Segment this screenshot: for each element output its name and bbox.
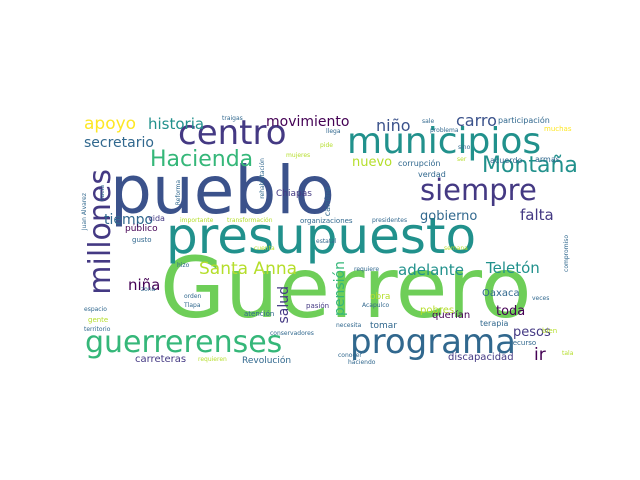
word-presidentes: presidentes <box>372 217 408 224</box>
word-compromiso: compromiso <box>563 235 570 272</box>
word-programa: programa <box>350 322 516 362</box>
word-bien: bien <box>542 327 558 335</box>
word-sale: sale <box>422 118 435 125</box>
word-hacia: hacia <box>99 185 106 202</box>
word-zona: zona <box>141 286 156 293</box>
word-revolucion: Revolución <box>242 356 292 366</box>
word-tomar: tomar <box>370 321 398 331</box>
word-estatal: estatal <box>316 238 337 245</box>
word-discapacidad: discapacidad <box>448 352 514 363</box>
word-pesos: pesos <box>513 325 551 340</box>
word-traigas: traigas <box>222 115 243 122</box>
word-gusto: gusto <box>132 236 152 244</box>
word-recurso: recurso <box>510 339 537 347</box>
word-adelante: adelante <box>398 261 464 279</box>
word-obra: obra <box>370 292 391 302</box>
word-chiapas: Chiapas <box>276 189 312 199</box>
word-carreteras: carreteras <box>135 354 187 365</box>
word-sino: sino <box>458 144 471 151</box>
word-conservadores: conservadores <box>270 330 314 337</box>
word-haciendo: haciendo <box>348 359 376 366</box>
word-pension: pensión <box>332 261 348 316</box>
word-pasion: pasión <box>306 302 330 310</box>
word-requiere: requiere <box>354 266 380 273</box>
word-cloud: Guerrero pueblo presupuesto municipios p… <box>80 113 580 370</box>
word-guerrero: Guerrero <box>160 239 532 337</box>
word-verdad: verdad <box>418 170 446 179</box>
word-toda: toda <box>496 304 526 319</box>
word-historia: historia <box>148 115 205 133</box>
word-rehabilitacion: rehabilitación <box>259 158 266 199</box>
word-camino: camino <box>323 187 332 217</box>
word-santa-anna: Santa Anna <box>199 259 298 279</box>
word-tlapa: Tlapa <box>184 302 201 309</box>
word-juan-alvarez: Juan Álvarez <box>81 193 88 231</box>
word-importante: importante <box>180 217 214 224</box>
word-apoyo: apoyo <box>84 114 137 134</box>
word-publico: público <box>125 224 158 234</box>
word-acapulco: Acapulco <box>362 302 390 309</box>
word-llega: llega <box>326 128 341 135</box>
word-salud: salud <box>276 286 292 324</box>
word-acuerdo: acuerdo <box>490 156 523 165</box>
word-montana: Montaña <box>482 153 578 178</box>
word-ir: ir <box>534 345 546 365</box>
word-guerrerenses: guerrerenses <box>85 325 283 360</box>
word-participacion: participación <box>498 116 550 125</box>
word-nuevo: nuevo <box>352 155 393 170</box>
word-oaxaca: Oaxaca <box>482 288 520 299</box>
word-teleton: Teletón <box>486 259 540 277</box>
word-requieren: requieren <box>198 356 227 363</box>
word-siempre: siempre <box>420 173 537 207</box>
word-gente: gente <box>88 316 109 324</box>
word-territorio: territorio <box>84 326 111 333</box>
word-veces: veces <box>532 295 550 302</box>
word-hizo: hizo <box>177 262 190 269</box>
word-presupuesto: presupuesto <box>166 207 477 265</box>
word-pueblo: pueblo <box>110 152 335 229</box>
word-tiempo: tiempo <box>104 212 154 228</box>
word-ser: ser <box>457 156 467 163</box>
word-problema: problema <box>430 127 459 134</box>
word-vida: vida <box>148 214 165 223</box>
word-corrupcion: corrupción <box>398 159 441 168</box>
word-carro: carro <box>456 113 497 130</box>
word-pobres: pobres <box>420 305 455 316</box>
word-nina: niña <box>128 276 161 294</box>
word-organizaciones: organizaciones <box>300 217 353 225</box>
word-armas: armas <box>535 155 560 164</box>
word-terapia: terapia <box>480 319 509 328</box>
word-centro: centro <box>178 113 287 153</box>
word-municipios: municipios <box>347 121 542 162</box>
word-espacio: espacio <box>84 306 107 313</box>
word-gobierno: gobierno <box>420 209 478 224</box>
word-necesita: necesita <box>336 322 362 329</box>
word-secretario: secretario <box>84 135 154 151</box>
word-cuenta: cuenta <box>254 245 275 252</box>
word-conocer: conocer <box>338 352 362 359</box>
word-semana: semana <box>444 245 468 252</box>
word-nino: niño <box>376 116 411 135</box>
word-tala: tala <box>562 350 574 357</box>
word-muchas: muchas <box>544 125 572 133</box>
word-atencion: atención <box>244 310 275 318</box>
word-querian: querían <box>432 310 471 321</box>
word-falta: falta <box>520 206 554 224</box>
word-transformacion: transformación <box>227 217 273 224</box>
word-hacienda: Hacienda <box>150 147 254 172</box>
word-orden: orden <box>184 293 202 300</box>
word-reforma: Reforma <box>175 180 182 206</box>
word-mujeres: mujeres <box>286 152 311 159</box>
word-pide: pide <box>320 142 333 149</box>
word-movimiento: movimiento <box>266 114 350 130</box>
